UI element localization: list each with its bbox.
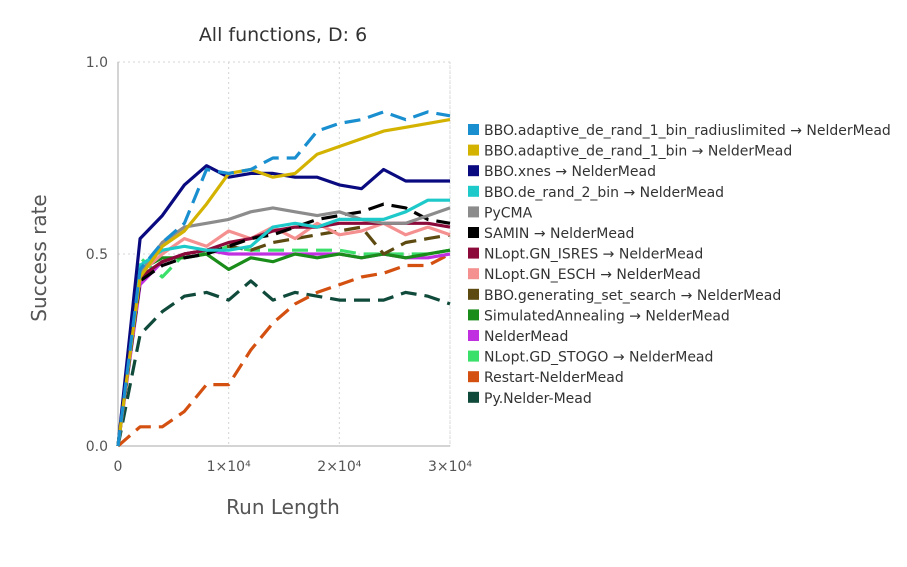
legend-label: NLopt.GN_ESCH → NelderMead <box>484 267 701 283</box>
series-line-11 <box>116 244 451 447</box>
legend-swatch <box>468 124 479 135</box>
x-axis-label: Run Length <box>226 495 340 519</box>
series-line-9 <box>116 248 451 447</box>
x-tick-label: 2×10⁴ <box>317 459 361 475</box>
legend-label: SAMIN → NelderMead <box>484 226 634 242</box>
legend-swatch <box>468 206 479 218</box>
legend-item: BBO.xnes → NelderMead <box>468 164 656 180</box>
legend-label: SimulatedAnnealing → NelderMead <box>484 308 730 324</box>
legend-item: BBO.generating_set_search → NelderMead <box>468 288 781 304</box>
legend-label: PyCMA <box>484 205 533 221</box>
legend-label: BBO.xnes → NelderMead <box>484 164 656 180</box>
legend-label: BBO.de_rand_2_bin → NelderMead <box>484 185 724 201</box>
legend-swatch <box>468 227 479 238</box>
legend-swatch <box>468 371 479 383</box>
legend: BBO.adaptive_de_rand_1_bin_radiuslimited… <box>468 123 891 407</box>
series-line-3 <box>116 198 450 447</box>
legend-swatch <box>468 247 479 259</box>
legend-item: PyCMA <box>468 205 533 221</box>
series-line-1 <box>116 118 451 447</box>
x-tick-label: 1×10⁴ <box>207 459 251 475</box>
series-line-0 <box>116 110 451 447</box>
series-line-12 <box>116 252 451 448</box>
legend-item: NLopt.GD_STOGO → NelderMead <box>468 350 713 366</box>
series-line-8 <box>116 225 451 447</box>
legend-swatch <box>468 309 479 321</box>
legend-item: NLopt.GN_ESCH → NelderMead <box>468 267 701 283</box>
legend-label: BBO.adaptive_de_rand_1_bin_radiuslimited… <box>484 123 891 139</box>
chart-title: All functions, D: 6 <box>199 24 367 46</box>
series-line-10 <box>116 248 451 447</box>
legend-item: Restart-NelderMead <box>468 370 624 386</box>
legend-item: BBO.adaptive_de_rand_1_bin → NelderMead <box>468 144 792 160</box>
legend-label: NelderMead <box>484 329 568 345</box>
legend-item: SAMIN → NelderMead <box>468 226 634 242</box>
legend-swatch <box>468 268 479 280</box>
series-line-5 <box>116 202 451 447</box>
series-lines <box>116 110 451 448</box>
y-tick-label: 0.5 <box>86 247 108 263</box>
legend-label: BBO.generating_set_search → NelderMead <box>484 288 781 304</box>
axes: 0 1×10⁴ 2×10⁴ 3×10⁴ 0.0 0.5 1.0 <box>86 55 473 475</box>
legend-item: NLopt.GN_ISRES → NelderMead <box>468 247 703 263</box>
legend-label: NLopt.GN_ISRES → NelderMead <box>484 247 703 263</box>
legend-swatch <box>468 165 479 177</box>
legend-item: BBO.adaptive_de_rand_1_bin_radiuslimited… <box>468 123 891 139</box>
y-tick-label: 0.0 <box>86 439 108 455</box>
legend-item: Py.Nelder-Mead <box>468 391 592 407</box>
legend-swatch <box>468 350 479 362</box>
series-line-7 <box>116 221 451 447</box>
y-axis-label: Success rate <box>27 194 51 322</box>
series-line-13 <box>116 279 451 447</box>
legend-label: Restart-NelderMead <box>484 370 624 386</box>
legend-label: Py.Nelder-Mead <box>484 391 592 407</box>
legend-swatch <box>468 288 479 300</box>
legend-swatch <box>468 330 479 341</box>
legend-item: NelderMead <box>468 329 568 345</box>
legend-swatch <box>468 391 479 403</box>
x-tick-label: 3×10⁴ <box>428 459 472 475</box>
legend-item: BBO.de_rand_2_bin → NelderMead <box>468 185 724 201</box>
legend-label: BBO.adaptive_de_rand_1_bin → NelderMead <box>484 144 792 160</box>
legend-swatch <box>468 185 479 197</box>
legend-swatch <box>468 144 479 156</box>
x-tick-label: 0 <box>114 459 123 475</box>
legend-label: NLopt.GD_STOGO → NelderMead <box>484 350 713 366</box>
y-tick-label: 1.0 <box>86 55 108 71</box>
legend-item: SimulatedAnnealing → NelderMead <box>468 308 730 324</box>
